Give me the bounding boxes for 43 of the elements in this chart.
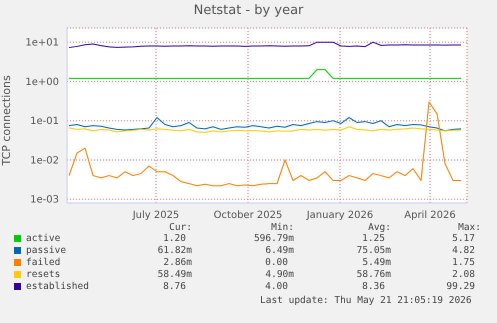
line-series xyxy=(68,117,462,132)
y-tick-label: 1e-01 xyxy=(30,116,59,128)
x-tick-label: October 2025 xyxy=(214,210,282,222)
text: 4.82 xyxy=(452,245,475,256)
line-series xyxy=(68,101,462,186)
legend-label: resets xyxy=(26,269,60,280)
text: 1.20 xyxy=(163,233,186,244)
text: 58.49m xyxy=(158,269,192,280)
text: 75.05m xyxy=(356,245,391,256)
text: 58.76m xyxy=(356,269,391,280)
x-tick-label: January 2026 xyxy=(306,210,374,222)
y-tick-label: 1e+00 xyxy=(25,76,59,88)
y-tick-label: 1e-02 xyxy=(30,155,59,166)
text: 0.00 xyxy=(265,257,288,268)
text: 5.17 xyxy=(452,233,475,244)
legend-label: passive xyxy=(26,245,66,256)
y-tick-label: 1e+01 xyxy=(25,38,59,49)
legend-label: established xyxy=(26,281,89,292)
y-tick-label: 1e-03 xyxy=(30,194,59,206)
text: 8.36 xyxy=(362,281,385,292)
x-tick-label: April 2026 xyxy=(404,210,456,222)
x-tick-label: July 2025 xyxy=(132,210,180,222)
text: 8.76 xyxy=(163,281,186,292)
text: 5.49m xyxy=(362,257,391,268)
text: 2.86m xyxy=(163,257,192,268)
chart-title: Netstat - by year xyxy=(192,3,304,18)
text: 1.25 xyxy=(362,233,385,244)
text: Last update: Thu May 21 21:05:19 2026 xyxy=(260,295,472,306)
text: 99.29 xyxy=(446,281,475,292)
legend-label: failed xyxy=(26,257,60,268)
y-axis-title: TCP connections xyxy=(0,75,13,166)
text: 6.49m xyxy=(265,245,294,256)
text: Avg: xyxy=(368,222,391,233)
text: 2.08 xyxy=(452,269,475,280)
text: Max: xyxy=(458,222,481,233)
legend-label: active xyxy=(26,233,60,244)
text: 61.82m xyxy=(158,245,192,256)
text: Cur: xyxy=(169,222,192,233)
text: Min: xyxy=(271,222,294,233)
text: 4.90m xyxy=(265,269,294,280)
text: 596.79m xyxy=(254,233,294,244)
text: 1.75 xyxy=(452,257,475,268)
text: 4.00 xyxy=(265,281,288,292)
